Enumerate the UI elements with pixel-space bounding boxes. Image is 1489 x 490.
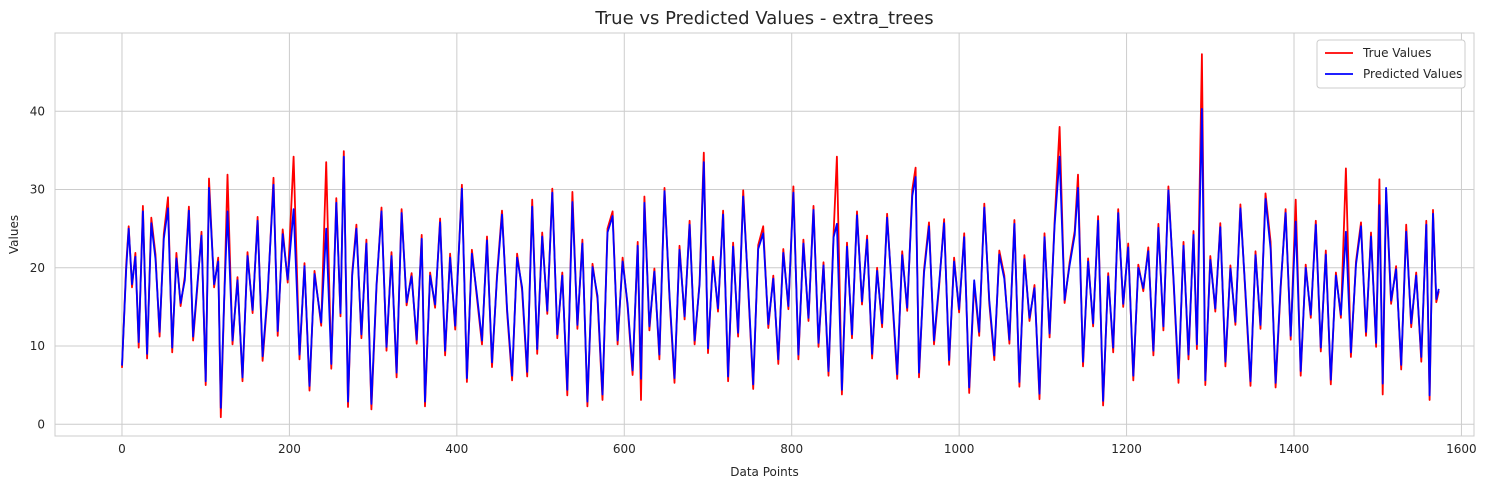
y-axis-ticks: 0 10 20 30 40	[30, 104, 45, 431]
y-tick-label: 40	[30, 104, 45, 118]
x-tick-label: 1000	[944, 442, 975, 456]
chart-title: True vs Predicted Values - extra_trees	[594, 8, 933, 29]
x-tick-label: 1200	[1111, 442, 1142, 456]
x-tick-label: 400	[445, 442, 468, 456]
x-tick-label: 1400	[1279, 442, 1310, 456]
x-axis-ticks: 0 200 400 600 800 1000 1200 1400 1600	[118, 442, 1477, 456]
legend: True Values Predicted Values	[1316, 39, 1466, 89]
series-line-predicted-values	[121, 108, 1440, 409]
legend-box	[1316, 39, 1466, 89]
y-tick-label: 20	[30, 261, 45, 275]
y-axis-label: Values	[7, 215, 21, 254]
x-tick-label: 0	[118, 442, 126, 456]
legend-label-predicted-values: Predicted Values	[1363, 67, 1462, 81]
y-tick-label: 0	[37, 417, 45, 431]
x-tick-label: 600	[613, 442, 636, 456]
x-tick-label: 200	[278, 442, 301, 456]
x-tick-label: 800	[780, 442, 803, 456]
x-axis-label: Data Points	[730, 465, 799, 479]
y-tick-label: 30	[30, 183, 45, 197]
plot-frame	[54, 32, 1475, 437]
series-layer	[121, 53, 1440, 419]
legend-label-true-values: True Values	[1362, 46, 1432, 60]
x-tick-label: 1600	[1446, 442, 1477, 456]
y-tick-label: 10	[30, 339, 45, 353]
